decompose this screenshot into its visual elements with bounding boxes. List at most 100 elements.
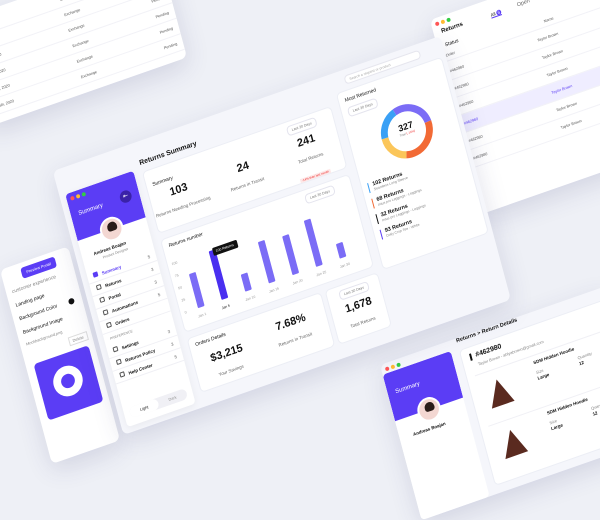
tab-all[interactable]: All 6 xyxy=(490,9,502,19)
donut-segment[interactable] xyxy=(379,109,400,140)
menu-count: 3 xyxy=(153,278,158,285)
stat-label: Returns in Transit xyxy=(277,331,313,348)
bar[interactable] xyxy=(258,240,276,284)
landing-page-row[interactable]: Landing page xyxy=(15,292,46,309)
theme-light[interactable]: Light xyxy=(128,397,160,419)
sidebar-title: Summary xyxy=(77,202,104,217)
qty-value: 12 xyxy=(578,359,585,367)
most-returned-card: Most Returned Last 30 Days 327 Total (-1… xyxy=(335,56,489,271)
bar[interactable] xyxy=(336,242,347,259)
sidebar-title: Summary xyxy=(394,381,421,396)
x-tick-label: Jan 5 xyxy=(221,304,230,311)
y-tick-label: 0 xyxy=(184,310,187,315)
logo-icon xyxy=(49,361,87,401)
donut-chart xyxy=(379,101,435,160)
cell-type: Exchange xyxy=(76,53,94,64)
cell-name: Taylor Brown xyxy=(560,118,583,130)
menu-count: 5 xyxy=(173,353,178,360)
cell-name: Taylor Brown xyxy=(550,83,573,95)
y-tick-label: 50 xyxy=(178,285,183,290)
cell-name: Taylor Brown xyxy=(555,100,578,113)
cell-type: Exchange xyxy=(80,69,98,79)
cell-name: Taylor Brown xyxy=(541,48,564,60)
stat-in-transit: 24 Returns in Transit xyxy=(213,152,278,201)
breadcrumb-returns[interactable]: Returns xyxy=(455,331,477,345)
bar[interactable] xyxy=(208,249,229,300)
cell-name: Taylor Brown xyxy=(546,66,568,78)
qty-value: 12 xyxy=(592,410,599,417)
stat-label: Your Savings xyxy=(218,363,245,378)
background-table: Jan 25th, 2020ExchangePendingJan 25th, 2… xyxy=(0,0,185,119)
background-table-panel: Jan 25th, 2020ExchangePendingJan 25th, 2… xyxy=(0,0,188,127)
cell-type: Exchange xyxy=(71,38,89,48)
cell-type: Exchange xyxy=(60,0,77,1)
menu-count: 3 xyxy=(150,266,154,272)
x-tick-label: Jan 1 xyxy=(198,312,207,319)
dashboard: Summary ⇤ Andreas Boajan Product Designe… xyxy=(52,35,527,437)
menu-count: 3 xyxy=(170,340,174,347)
returns-bar-chart: 0 25 50 75 100 Jan 1 Jan 5 100 Returns Jan 10 Jan… xyxy=(171,218,350,319)
menu-icon xyxy=(99,296,106,303)
hoodie-image xyxy=(485,375,515,409)
cell-status: Pending xyxy=(159,25,174,35)
color-swatch[interactable] xyxy=(67,297,76,306)
hoodie-image xyxy=(498,425,529,460)
theme-dark[interactable]: Dark xyxy=(167,394,178,403)
menu-icon xyxy=(102,309,109,316)
donut-segment[interactable] xyxy=(400,120,435,159)
menu-label: Orders xyxy=(114,316,130,327)
x-tick-label: Jan 25 xyxy=(316,270,327,277)
menu-icon xyxy=(105,321,112,329)
y-tick-label: 75 xyxy=(175,273,180,278)
product-name: SDM Hidden Hoodie xyxy=(532,346,575,366)
menu-icon xyxy=(112,345,119,353)
x-tick-label: Jan 30 xyxy=(339,262,350,269)
menu-label: Help Center xyxy=(127,362,154,376)
menu-icon xyxy=(119,371,126,378)
col-name[interactable]: Name xyxy=(543,16,554,24)
x-tick-label: Jan 20 xyxy=(292,278,303,285)
cell-status: Pending xyxy=(155,10,170,19)
donut-segment[interactable] xyxy=(381,133,407,160)
collapse-button[interactable]: ⇤ xyxy=(118,188,133,205)
cell-status: Pending xyxy=(163,41,178,50)
logo-preview xyxy=(33,345,104,421)
returns-chart-card: Returns number Last 30 Days 0 25 50 75 100 Ja… xyxy=(160,173,374,333)
user-name: Andreas Boajan xyxy=(412,420,447,438)
stat-label: Total Returns xyxy=(297,151,324,165)
hint-text: customer experience xyxy=(11,274,57,296)
product-name: SDM Hidden Hoodie xyxy=(546,396,589,416)
cell-date: Jan 25th, 2020 xyxy=(0,98,15,110)
donut-segment[interactable] xyxy=(392,101,432,131)
x-tick-label: Jan 10 xyxy=(245,295,256,302)
menu-label: Portal xyxy=(107,291,122,301)
tab-all-count: 6 xyxy=(496,9,502,16)
y-tick-label: 25 xyxy=(181,297,186,302)
tooltip xyxy=(212,240,239,256)
bar[interactable] xyxy=(240,272,252,292)
stat-label: Returns in Transit xyxy=(230,176,265,193)
tab-open[interactable]: Open xyxy=(516,0,531,9)
cell-type: Exchange xyxy=(63,7,81,17)
menu-count: 3 xyxy=(166,328,171,334)
cell-type: Exchange xyxy=(67,22,85,33)
menu-count: 5 xyxy=(146,253,151,260)
tooltip-text: 100 Returns xyxy=(215,243,234,253)
bar[interactable] xyxy=(282,234,299,275)
cell-status: Pending xyxy=(151,0,165,3)
menu-count: 5 xyxy=(157,291,161,298)
details-card: #462980 Taylor Brown - ablyabrown@gmail.… xyxy=(458,297,600,487)
qty-label: Quantity xyxy=(576,350,593,361)
delete-button[interactable]: Delete xyxy=(67,331,89,347)
orders-title: Orders Details xyxy=(194,331,227,349)
menu-icon xyxy=(95,283,102,291)
menu-icon xyxy=(92,271,99,278)
menu-icon xyxy=(115,358,122,366)
cell-name: Taylor Brown xyxy=(536,31,559,43)
most-returned-list: 102 Returns Seamless Long Sleeve 68 Return… xyxy=(367,150,478,245)
bar[interactable] xyxy=(304,218,323,267)
y-tick-label: 100 xyxy=(171,260,178,266)
stat-label: Total Returns xyxy=(349,315,377,329)
window-controls xyxy=(70,191,87,201)
bar[interactable] xyxy=(189,272,205,308)
